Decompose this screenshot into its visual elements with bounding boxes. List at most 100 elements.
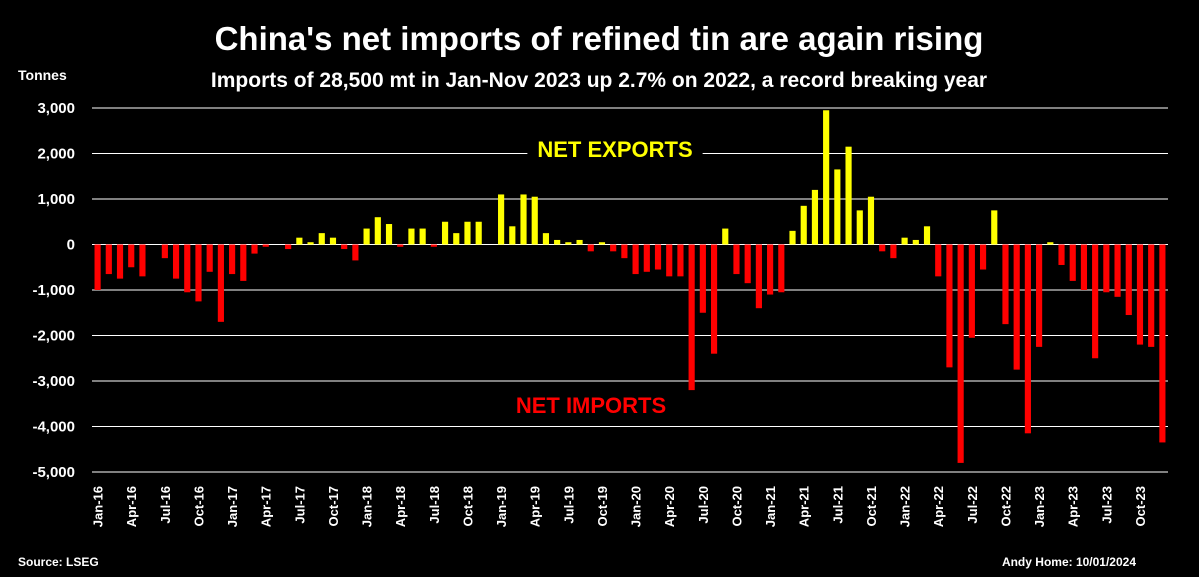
bar: [374, 217, 381, 245]
bar: [800, 205, 807, 245]
x-tick-label: Apr-21: [797, 486, 812, 527]
y-tick-label: -1,000: [32, 282, 75, 299]
bar: [1013, 244, 1020, 370]
bar: [867, 196, 875, 245]
x-tick-label: Oct-20: [730, 486, 745, 526]
x-tick-label: Oct-16: [192, 486, 207, 526]
x-tick-label: Apr-17: [259, 486, 274, 527]
bar: [520, 194, 527, 245]
x-tick-label: Oct-21: [864, 486, 879, 526]
bar: [1125, 244, 1132, 316]
x-tick-label: Jan-20: [629, 486, 644, 527]
bar: [1092, 244, 1099, 359]
x-tick-label: Jan-18: [360, 486, 375, 527]
bar: [610, 244, 617, 252]
bar: [105, 244, 112, 275]
bar: [1069, 244, 1076, 281]
bar: [172, 244, 180, 279]
x-tick-label: Jan-22: [898, 486, 913, 527]
bar: [1114, 244, 1121, 297]
y-tick-label: -5,000: [32, 464, 75, 481]
x-tick-label: Jul-16: [158, 486, 173, 524]
bar: [262, 244, 269, 247]
bar: [229, 244, 236, 275]
bar: [935, 244, 942, 277]
x-tick-label: Jan-16: [91, 486, 106, 527]
bar: [733, 244, 740, 275]
bar: [677, 244, 684, 277]
bar: [329, 237, 337, 245]
x-tick-label: Apr-22: [931, 486, 946, 527]
bar: [94, 244, 101, 290]
bar: [946, 244, 953, 368]
bar: [318, 233, 325, 245]
x-tick-label: Jul-22: [965, 486, 980, 524]
annotations: NET EXPORTS NET IMPORTS: [516, 137, 703, 418]
net-imports-label: NET IMPORTS: [516, 393, 666, 418]
bar: [598, 242, 606, 245]
bar: [890, 244, 897, 259]
bar: [856, 210, 863, 245]
bar: [419, 228, 426, 245]
bar: [789, 230, 796, 245]
chart-title: China's net imports of refined tin are a…: [215, 20, 984, 57]
bar: [184, 244, 191, 293]
bar: [531, 196, 538, 245]
bar: [744, 244, 751, 284]
bar: [823, 110, 830, 245]
x-tick-label: Apr-19: [528, 486, 543, 527]
bar: [296, 237, 303, 245]
bar: [845, 146, 852, 245]
x-tick-label: Apr-20: [662, 486, 677, 527]
bar: [957, 244, 964, 463]
bar: [363, 228, 370, 245]
bar: [901, 237, 908, 245]
bar: [464, 221, 471, 245]
bar: [666, 244, 673, 277]
bars: [94, 110, 1166, 463]
bar: [161, 244, 168, 259]
bar: [1103, 244, 1110, 293]
bar: [587, 244, 594, 252]
bar: [1002, 244, 1009, 325]
bar: [923, 226, 931, 245]
gridlines: [92, 107, 1168, 473]
y-tick-label: -2,000: [32, 328, 75, 345]
bar: [307, 242, 314, 245]
bar: [206, 244, 213, 272]
bar: [1036, 244, 1043, 347]
bar: [811, 189, 819, 245]
bar: [643, 244, 650, 272]
x-tick-label: Oct-19: [595, 486, 610, 526]
bar: [654, 244, 662, 270]
bar: [397, 244, 404, 247]
bar: [710, 244, 718, 354]
bar: [509, 226, 516, 245]
bar: [778, 244, 785, 293]
bar: [688, 244, 695, 391]
chart-subtitle: Imports of 28,500 mt in Jan-Nov 2023 up …: [211, 69, 987, 92]
x-tick-label: Jul-20: [696, 486, 711, 524]
bar: [285, 244, 292, 250]
bar: [251, 244, 258, 254]
bar: [554, 239, 561, 245]
bar: [991, 210, 998, 245]
x-tick-label: Jul-21: [830, 486, 845, 524]
bar: [408, 228, 415, 245]
x-tick-label: Oct-17: [326, 486, 341, 526]
x-tick-label: Jan-21: [763, 486, 778, 527]
x-tick-label: Jan-19: [494, 486, 509, 527]
bar: [879, 244, 886, 252]
bar: [1148, 244, 1155, 347]
y-tick-label: 3,000: [37, 100, 75, 117]
bar: [1159, 244, 1166, 443]
bar: [116, 244, 124, 279]
y-tick-label: 0: [67, 237, 75, 254]
y-axis-ticks: 3,000 2,000 1,000 0 -1,000 -2,000 -3,000 -4,000…: [32, 100, 75, 481]
y-tick-label: 2,000: [37, 146, 75, 163]
credit-note: Andy Home: 10/01/2024: [1002, 555, 1136, 569]
bar: [1024, 244, 1031, 434]
y-tick-label: 1,000: [37, 191, 75, 208]
x-tick-label: Jan-17: [225, 486, 240, 527]
